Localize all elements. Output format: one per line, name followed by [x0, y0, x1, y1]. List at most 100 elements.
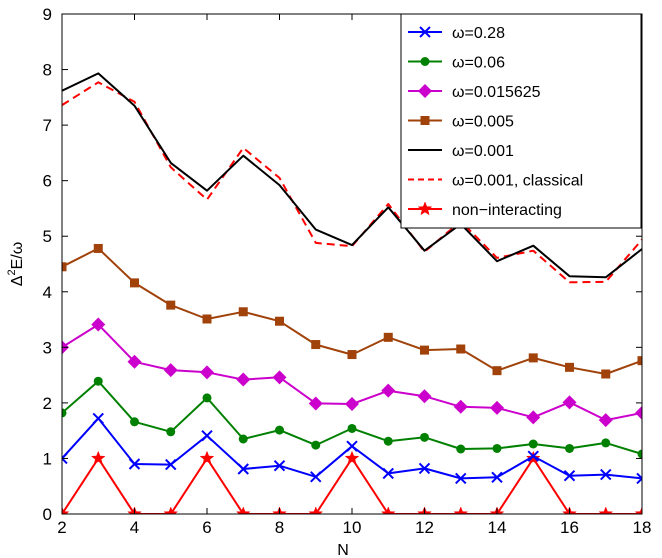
- data-point-omega-0-06: [62, 408, 67, 418]
- data-point-non-interacting: [199, 450, 215, 465]
- data-point-non-interacting: [525, 450, 541, 465]
- data-point-omega-0-015625: [598, 413, 613, 428]
- data-point-omega-0-005: [62, 262, 67, 272]
- x-tick-label: 4: [130, 518, 139, 537]
- data-point-omega-0-005: [347, 350, 357, 360]
- legend-label: ω=0.015625: [452, 84, 541, 101]
- data-point-omega-0-005: [202, 314, 212, 324]
- data-point-omega-0-005: [528, 353, 538, 363]
- y-tick-label: 5: [43, 227, 52, 246]
- x-tick-label: 6: [202, 518, 211, 537]
- legend-marker: [418, 84, 432, 98]
- y-axis-label-delta: Δ: [9, 275, 26, 286]
- data-point-omega-0-005: [130, 278, 139, 288]
- data-point-omega-0-06: [637, 449, 642, 459]
- data-point-omega-0-005: [601, 369, 611, 379]
- data-point-omega-0-005: [420, 345, 429, 355]
- data-point-non-interacting: [90, 450, 106, 465]
- legend-entry-omega-0-005: ω=0.005: [408, 114, 514, 131]
- data-point-omega-0-005: [275, 316, 284, 326]
- data-point-omega-0-015625: [490, 400, 504, 415]
- data-point-omega-0-005: [492, 366, 502, 376]
- data-point-omega-0-28: [310, 471, 322, 483]
- data-point-omega-0-015625: [635, 405, 642, 420]
- data-point-omega-0-28: [346, 440, 358, 452]
- y-tick-label: 2: [43, 394, 52, 413]
- data-point-omega-0-28: [600, 468, 612, 481]
- x-tick-label: 12: [415, 518, 434, 537]
- series-non-interacting: [62, 450, 642, 514]
- data-point-omega-0-06: [275, 425, 284, 435]
- data-point-non-interacting: [634, 506, 642, 514]
- data-point-omega-0-06: [492, 443, 502, 453]
- data-point-omega-0-015625: [200, 365, 214, 380]
- data-point-omega-0-005: [637, 356, 642, 366]
- series-line-non-interacting: [62, 457, 642, 514]
- legend-label: ω=0.06: [452, 55, 505, 72]
- data-point-omega-0-28: [455, 472, 467, 485]
- y-axis-label-sup: 2: [6, 269, 18, 275]
- data-point-omega-0-005: [311, 340, 321, 350]
- data-point-omega-0-005: [166, 300, 176, 310]
- data-point-omega-0-06: [130, 417, 139, 427]
- series-omega-0-005: [62, 243, 642, 379]
- data-point-omega-0-005: [383, 332, 393, 342]
- data-point-omega-0-28: [237, 463, 249, 475]
- data-point-omega-0-28: [491, 471, 503, 484]
- data-point-omega-0-28: [201, 429, 213, 442]
- legend-marker: [419, 26, 431, 38]
- data-point-omega-0-28: [92, 412, 104, 425]
- data-point-omega-0-015625: [381, 383, 396, 398]
- data-point-non-interacting: [308, 506, 324, 514]
- data-point-non-interacting: [598, 506, 614, 514]
- data-point-omega-0-06: [456, 444, 466, 454]
- data-point-omega-0-06: [528, 439, 538, 449]
- y-tick-label: 7: [43, 116, 52, 135]
- data-point-omega-0-005: [93, 243, 103, 253]
- data-point-omega-0-005: [456, 344, 466, 354]
- y-tick-label: 6: [43, 172, 52, 191]
- data-point-non-interacting: [344, 450, 360, 465]
- legend-entry-omega-0-28: ω=0.28: [408, 25, 505, 42]
- data-point-omega-0-015625: [163, 363, 178, 378]
- y-tick-label: 0: [43, 505, 52, 524]
- x-axis-label: N: [337, 542, 349, 558]
- x-tick-label: 8: [275, 518, 284, 537]
- x-tick-label: 18: [633, 518, 652, 537]
- data-point-omega-0-015625: [345, 397, 359, 411]
- series-omega-0-015625: [62, 317, 642, 428]
- legend-entry-omega-0-001: ω=0.001: [408, 143, 514, 160]
- data-point-non-interacting: [235, 506, 251, 514]
- legend-label: ω=0.001, classical: [452, 173, 583, 190]
- data-point-omega-0-28: [273, 459, 286, 472]
- data-point-omega-0-06: [238, 434, 248, 444]
- data-point-omega-0-015625: [562, 395, 577, 410]
- x-tick-label: 14: [488, 518, 507, 537]
- data-point-omega-0-005: [238, 307, 248, 317]
- legend-entry-non-interacting: non−interacting: [408, 201, 562, 219]
- data-point-non-interacting: [163, 506, 179, 514]
- data-point-omega-0-005: [565, 362, 574, 372]
- data-point-omega-0-015625: [236, 372, 251, 387]
- y-tick-label: 1: [43, 449, 52, 468]
- y-tick-label: 9: [43, 5, 52, 24]
- x-tick-label: 16: [560, 518, 579, 537]
- legend-label: non−interacting: [452, 202, 562, 219]
- series-line-omega-0-06: [62, 380, 642, 455]
- y-axis-label: Δ2E/ω: [6, 242, 26, 286]
- data-point-omega-0-28: [563, 469, 576, 482]
- legend-entry-omega-0-015625: ω=0.015625: [408, 84, 541, 101]
- data-point-omega-0-06: [166, 427, 176, 437]
- data-point-non-interacting: [62, 506, 70, 514]
- data-point-omega-0-28: [636, 472, 642, 485]
- legend-entry-omega-0-001-classical: ω=0.001, classical: [408, 173, 583, 190]
- data-point-non-interacting: [453, 506, 469, 514]
- y-tick-label: 4: [43, 283, 52, 302]
- data-point-omega-0-28: [62, 452, 68, 465]
- data-point-omega-0-28: [165, 458, 177, 471]
- data-point-omega-0-28: [128, 458, 141, 470]
- data-point-omega-0-015625: [127, 354, 142, 369]
- data-point-omega-0-06: [311, 440, 321, 450]
